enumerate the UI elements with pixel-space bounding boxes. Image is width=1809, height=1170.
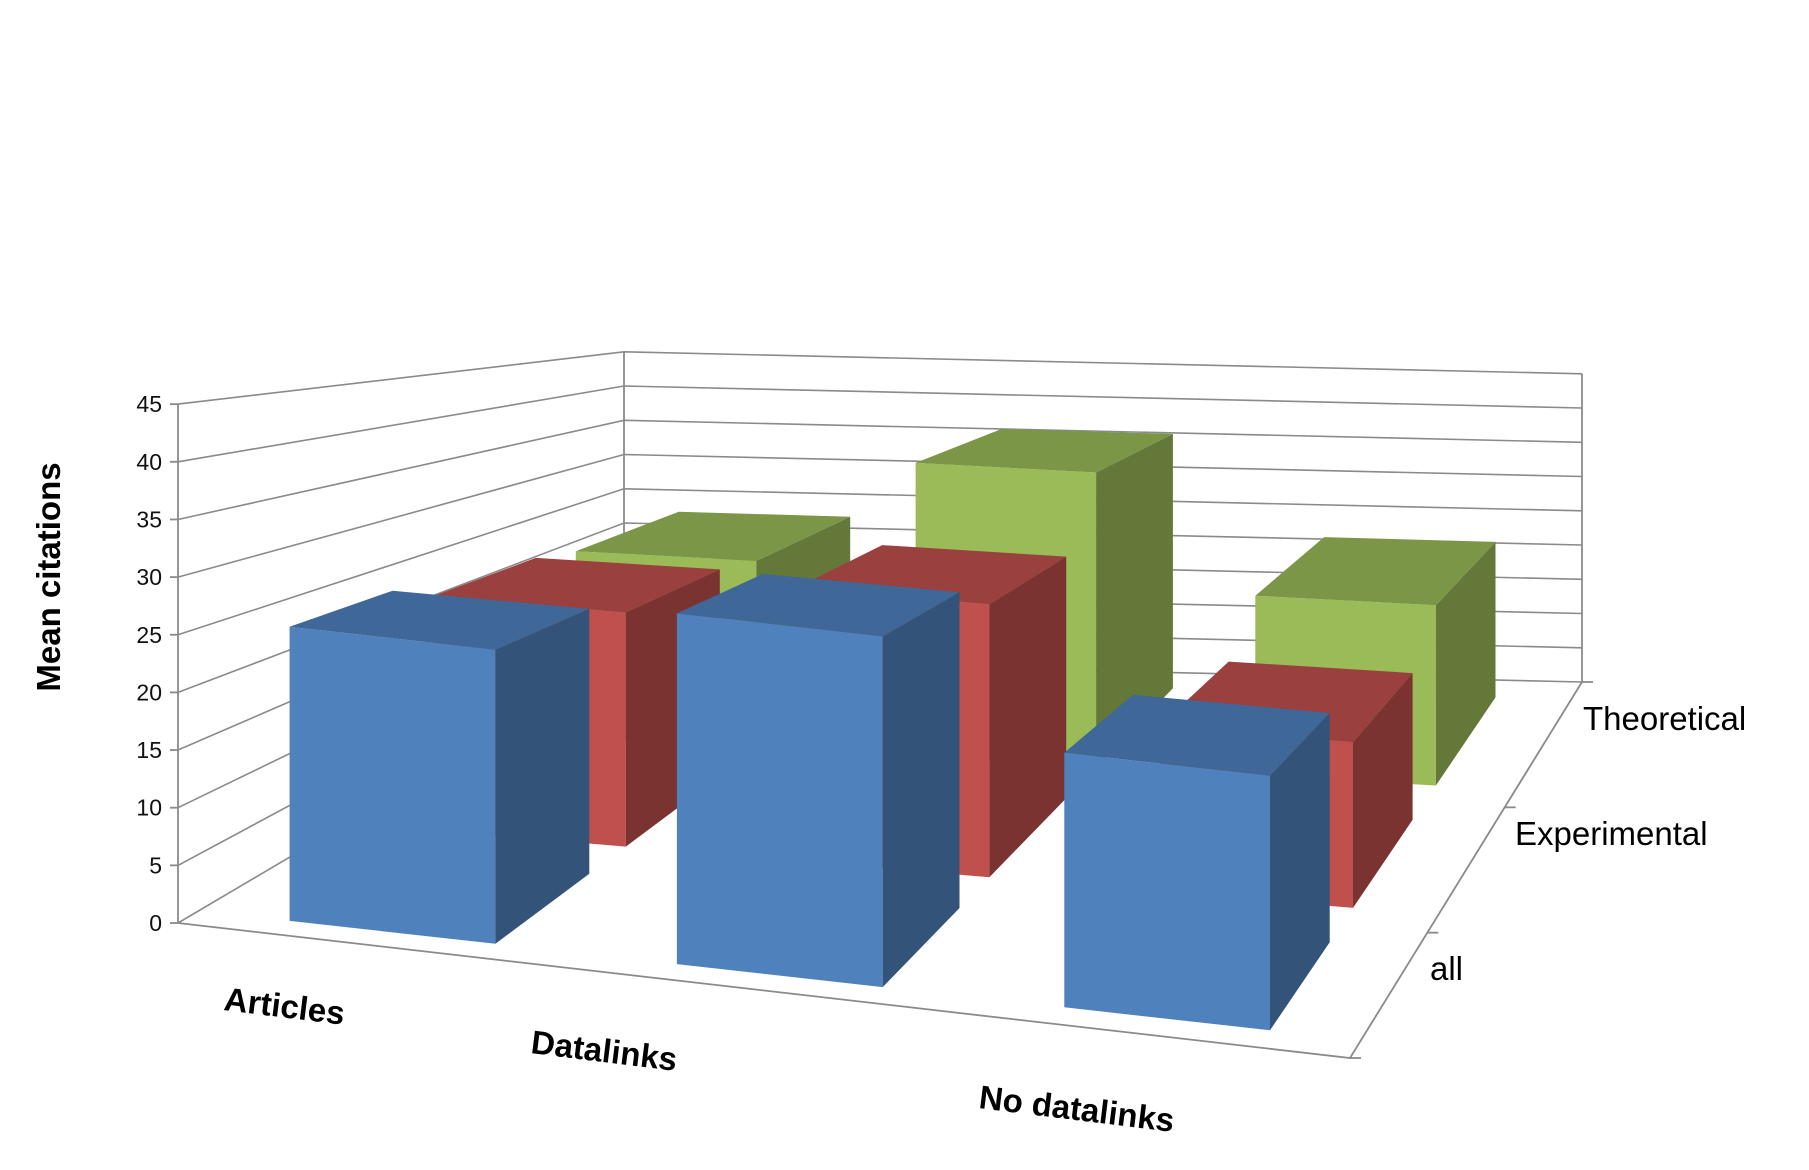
bar-top-face bbox=[289, 590, 590, 650]
bar-top-face bbox=[575, 511, 851, 561]
y-tick-label: 5 bbox=[149, 852, 162, 878]
bar-top-face bbox=[915, 429, 1173, 473]
series-axis-label: Theoretical bbox=[1583, 700, 1746, 737]
y-tick-label: 20 bbox=[136, 679, 162, 705]
bar-side-face bbox=[1270, 713, 1330, 1031]
bar-front-face bbox=[676, 613, 883, 988]
bar-top-face bbox=[1064, 694, 1330, 776]
y-tick-label: 10 bbox=[136, 795, 162, 821]
bar-top-face bbox=[676, 574, 960, 637]
bar-side-face bbox=[495, 608, 590, 944]
y-axis-title: Mean citations bbox=[30, 462, 67, 691]
series-axis-label: Experimental bbox=[1515, 815, 1708, 852]
y-tick-label: 15 bbox=[136, 737, 162, 763]
y-tick-label: 25 bbox=[136, 622, 162, 648]
bar-side-face bbox=[1353, 673, 1413, 908]
y-tick-label: 30 bbox=[136, 564, 162, 590]
bar-all-no-datalinks bbox=[1064, 694, 1330, 1031]
bars bbox=[289, 429, 1496, 1031]
gridline bbox=[177, 350, 1583, 405]
x-category-label: Datalinks bbox=[529, 1023, 679, 1078]
y-tick-label: 40 bbox=[136, 449, 162, 475]
bar-side-face bbox=[989, 556, 1067, 878]
bar-front-face bbox=[1064, 752, 1270, 1031]
bar-front-face bbox=[289, 626, 496, 944]
gridline bbox=[177, 385, 1583, 463]
bar-side-face bbox=[1096, 433, 1173, 768]
x-category-label: Articles bbox=[222, 980, 347, 1031]
bar-side-face bbox=[1435, 541, 1496, 786]
bar-all-articles bbox=[289, 590, 590, 944]
x-category-label: No datalinks bbox=[977, 1078, 1176, 1139]
gridline bbox=[177, 419, 1583, 521]
y-tick-label: 0 bbox=[149, 910, 162, 936]
bar-side-face bbox=[882, 592, 960, 988]
bar-top-face bbox=[1255, 537, 1496, 606]
bar-top-face bbox=[432, 557, 720, 613]
y-tick-label: 45 bbox=[136, 391, 162, 417]
bar-all-datalinks bbox=[676, 574, 960, 988]
series-axis-label: all bbox=[1430, 950, 1463, 987]
y-tick-label: 35 bbox=[136, 506, 162, 532]
